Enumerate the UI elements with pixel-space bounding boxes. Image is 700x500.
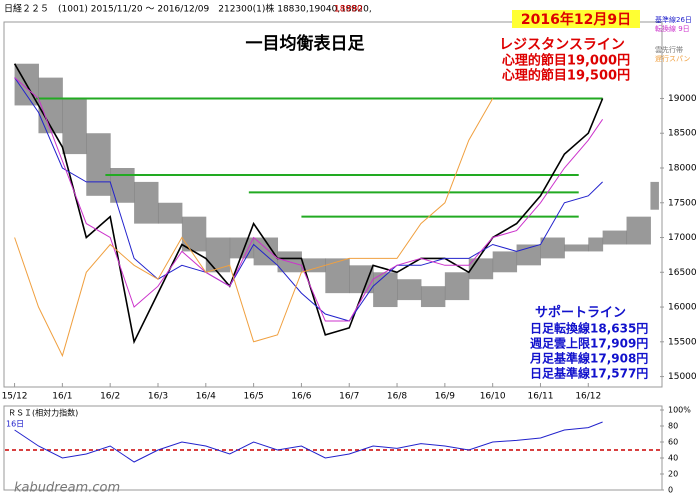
series-line — [14, 77, 603, 322]
y-tick-label: 19000 — [668, 94, 697, 104]
y-tick-label: 17500 — [668, 198, 697, 208]
cloud — [38, 77, 63, 134]
rsi-title: ＲＳＩ(相対力指数) — [8, 408, 78, 418]
x-tick-label: 16/7 — [339, 392, 359, 402]
cloud — [626, 216, 651, 245]
cloud — [588, 237, 604, 252]
x-tick-label: 16/8 — [387, 392, 407, 402]
cloud — [650, 181, 659, 210]
cloud — [229, 237, 255, 259]
rsi-period: 16日 — [6, 420, 24, 429]
cloud — [134, 181, 159, 224]
series-line — [14, 98, 494, 358]
x-tick-label: 15/12 — [2, 392, 28, 402]
legend-entry: 雲先行帯 — [655, 45, 683, 54]
y-tick-label: 20 — [668, 470, 678, 479]
cloud — [492, 251, 518, 273]
y-tick-label: 40 — [668, 454, 678, 463]
x-tick-label: 16/3 — [148, 392, 168, 402]
y-tick-label: 15500 — [668, 337, 697, 347]
y-tick-label: 16000 — [668, 303, 697, 313]
cloud — [373, 272, 398, 308]
legend-entry: 遅行スパン — [655, 54, 690, 63]
cloud — [86, 133, 111, 196]
date-box — [512, 10, 640, 28]
resistance-note: 心理的節目19,000円 — [502, 53, 630, 69]
cloud — [181, 216, 207, 252]
rsi-line — [14, 421, 603, 463]
y-tick-label: 15000 — [668, 372, 697, 382]
y-tick-label: 16500 — [668, 268, 697, 278]
y-tick-label: 18000 — [668, 164, 697, 174]
cloud — [397, 279, 422, 301]
y-tick-label: 100% — [668, 406, 691, 415]
resistance-note: レジスタンスライン — [499, 37, 625, 53]
support-note: 月足基準線17,908円 — [529, 351, 648, 366]
x-tick-label: 16/2 — [100, 392, 120, 402]
support-note: サポートライン — [535, 305, 626, 321]
cloud — [110, 168, 135, 203]
cloud — [205, 237, 231, 273]
x-tick-label: 16/4 — [196, 392, 216, 402]
x-tick-label: 16/12 — [575, 392, 601, 402]
date-label: 2016年12月9日 — [521, 11, 631, 28]
header-info: 日経２２５ (1001) 2015/11/20 ～ 2016/12/09 212… — [4, 3, 372, 15]
y-tick-label: 18500 — [668, 129, 697, 139]
support-note: 週足雲上限17,909円 — [530, 336, 648, 351]
y-tick-label: 60 — [668, 438, 678, 447]
cloud — [301, 258, 326, 273]
series-line — [14, 77, 604, 322]
x-tick-label: 16/6 — [291, 392, 311, 402]
x-tick-label: 16/5 — [244, 392, 264, 402]
cloud — [564, 244, 589, 252]
main-frame — [3, 21, 663, 388]
cloud — [349, 265, 374, 294]
legend-entry: 転換線 9日 — [655, 24, 690, 33]
cloud — [444, 272, 470, 301]
x-tick-label: 16/1 — [52, 392, 72, 402]
cloud — [602, 230, 628, 245]
x-tick-label: 16/10 — [480, 392, 506, 402]
cloud — [420, 286, 446, 308]
support-note: 日足転換線18,635円 — [530, 321, 648, 336]
chart-title: 一目均衡表日足 — [246, 33, 365, 54]
resistance-note: 心理的節目19,500円 — [502, 68, 630, 84]
x-tick-label: 16/11 — [528, 392, 554, 402]
y-tick-label: 0 — [668, 486, 673, 495]
y-tick-label: 17000 — [668, 233, 697, 243]
cloud — [540, 237, 565, 259]
support-note: 日足基準線17,577円 — [530, 366, 648, 381]
rsi-frame — [3, 405, 663, 491]
header-last: 18990 — [334, 5, 363, 15]
cloud — [157, 202, 183, 224]
x-tick-label: 16/9 — [435, 392, 455, 402]
cloud — [62, 98, 87, 155]
cloud — [325, 258, 350, 294]
legend-entry: 基準線26日 — [655, 15, 692, 24]
y-tick-label: 80 — [668, 422, 678, 431]
series-line — [13, 63, 604, 345]
watermark: kabudream.com — [14, 481, 120, 496]
